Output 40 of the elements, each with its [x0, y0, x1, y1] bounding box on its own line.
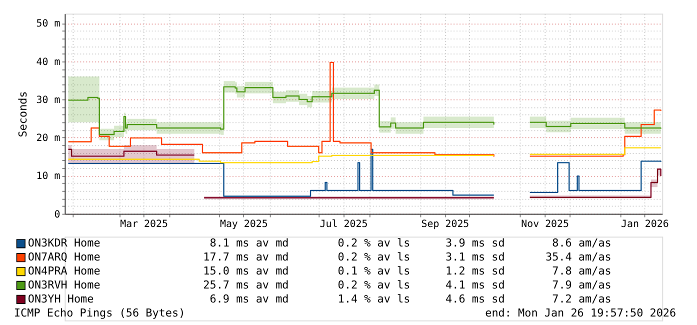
text: 7.2 am/as	[552, 292, 612, 306]
text: 15.0 ms av md	[203, 264, 289, 278]
y-axis-title: Seconds	[16, 91, 30, 138]
x-tick-label: Jul 2025	[320, 219, 368, 230]
text: 4.1 ms sd	[446, 278, 505, 292]
y-tick-label: 30 m	[36, 94, 60, 106]
legend-label: ON3YH Home	[28, 292, 94, 306]
text: 25.7 ms av md	[203, 278, 289, 292]
text: 3.9 ms sd	[446, 236, 505, 250]
legend-label: ON4PRA Home	[28, 264, 100, 278]
x-tick-label: Sep 2025	[421, 219, 470, 230]
text: 4.6 ms sd	[446, 292, 505, 306]
text: 17.7 ms av md	[203, 250, 289, 264]
text: 1.2 ms sd	[446, 264, 505, 278]
legend-label: ON7ARQ Home	[28, 250, 100, 264]
text: 0.1 % av ls	[338, 264, 410, 278]
text: 6.9 ms av md	[210, 292, 289, 306]
text: 7.9 am/as	[552, 278, 612, 292]
text: 1.4 % av ls	[338, 292, 410, 306]
text: 3.1 ms sd	[446, 250, 505, 264]
legend-label: ON3KDR Home	[28, 236, 100, 250]
text: ICMP Echo Pings (56 Bytes)	[14, 306, 186, 320]
x-tick-label: Nov 2025	[521, 219, 570, 230]
text: 0.2 % av ls	[338, 250, 410, 264]
y-tick-label: 0	[54, 209, 60, 220]
y-tick-label: 50 m	[36, 18, 60, 30]
text: 35.4 am/as	[546, 250, 612, 264]
text: 8.1 ms av md	[210, 236, 289, 250]
text: 8.6 am/as	[552, 236, 612, 250]
x-tick-label: May 2025	[220, 219, 268, 230]
text: 0.2 % av ls	[338, 278, 410, 292]
y-tick-label: 40 m	[36, 56, 60, 68]
y-tick-label: 10 m	[36, 171, 60, 182]
y-tick-label: 20 m	[36, 133, 60, 144]
text: 0.2 % av ls	[338, 236, 410, 250]
x-tick-label: Jan 2026	[620, 219, 669, 230]
x-tick-label: Mar 2025	[120, 219, 168, 230]
legend-label: ON3RVH Home	[28, 278, 100, 292]
text: 7.8 am/as	[552, 264, 612, 278]
text: end: Mon Jan 26 19:57:50 2026	[485, 306, 676, 320]
